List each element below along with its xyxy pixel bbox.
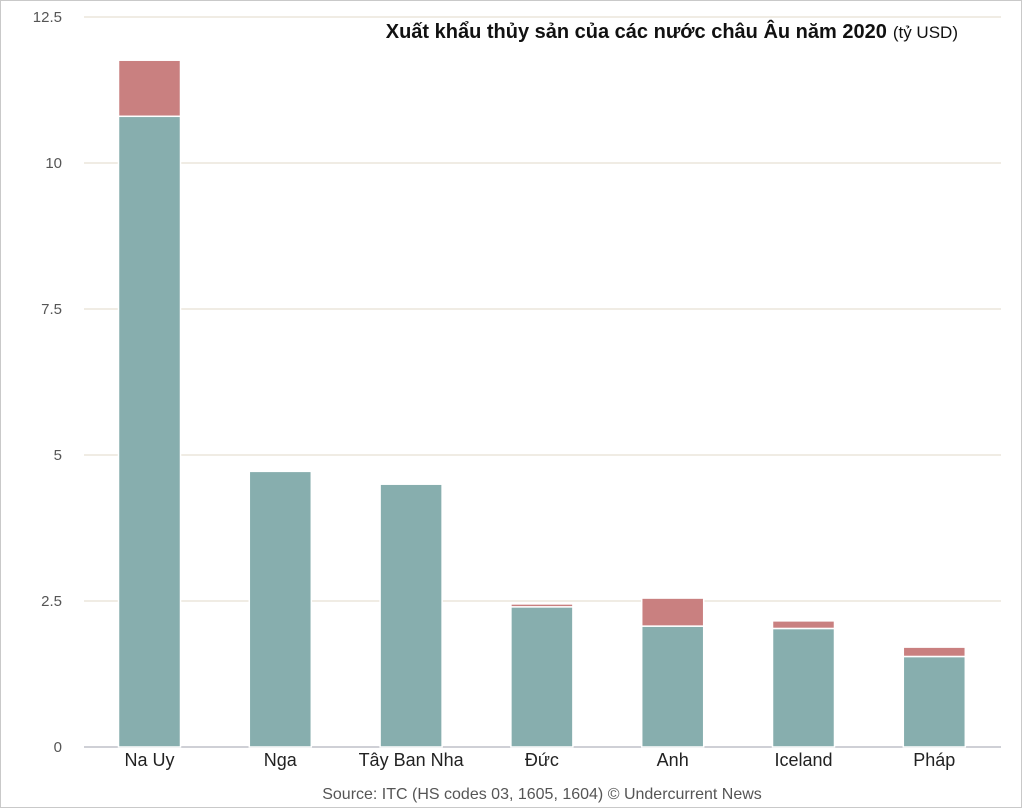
bar-segment-1 <box>117 115 182 748</box>
y-tick-label: 7.5 <box>41 301 62 318</box>
x-category-label: Anh <box>657 750 689 770</box>
bar-segment-2 <box>902 646 967 658</box>
chart-title-text: Xuất khẩu thủy sản của các nước châu Âu … <box>386 19 887 43</box>
x-category-label: Na Uy <box>124 750 174 770</box>
bar-segment-1 <box>510 606 574 748</box>
x-category-label: Nga <box>264 750 298 770</box>
y-tick-label: 0 <box>54 739 62 756</box>
y-tick-label: 10 <box>45 155 62 172</box>
y-tick-label: 5 <box>54 447 62 464</box>
chart-title: Xuất khẩu thủy sản của các nước châu Âu … <box>386 19 958 43</box>
source-note: Source: ITC (HS codes 03, 1605, 1604) © … <box>322 786 762 803</box>
bar-segment-1 <box>771 627 836 748</box>
bar-segment-2 <box>510 603 574 608</box>
y-axis-tick-labels: 0 2.5 5 7.5 10 12.5 <box>33 9 62 756</box>
y-tick-label: 2.5 <box>41 593 62 610</box>
y-tick-label: 12.5 <box>33 9 62 26</box>
bar-segment-1 <box>902 655 967 748</box>
bar-segment-2 <box>771 620 836 630</box>
bars <box>117 59 967 748</box>
chart-unit-text: (tỷ USD) <box>893 23 958 42</box>
x-category-label: Iceland <box>774 750 832 770</box>
x-category-label: Pháp <box>913 750 955 770</box>
x-axis-category-labels: Na Uy Nga Tây Ban Nha Đức Anh Iceland Pháp <box>124 750 955 770</box>
bar-segment-1 <box>640 625 705 748</box>
gridlines <box>84 16 1001 748</box>
bar-segment-1 <box>379 483 443 748</box>
x-category-label: Đức <box>525 750 559 770</box>
x-category-label: Tây Ban Nha <box>359 750 465 770</box>
bar-segment-2 <box>117 59 182 118</box>
bar-segment-2 <box>640 597 705 627</box>
bar-segment-1 <box>248 470 313 748</box>
